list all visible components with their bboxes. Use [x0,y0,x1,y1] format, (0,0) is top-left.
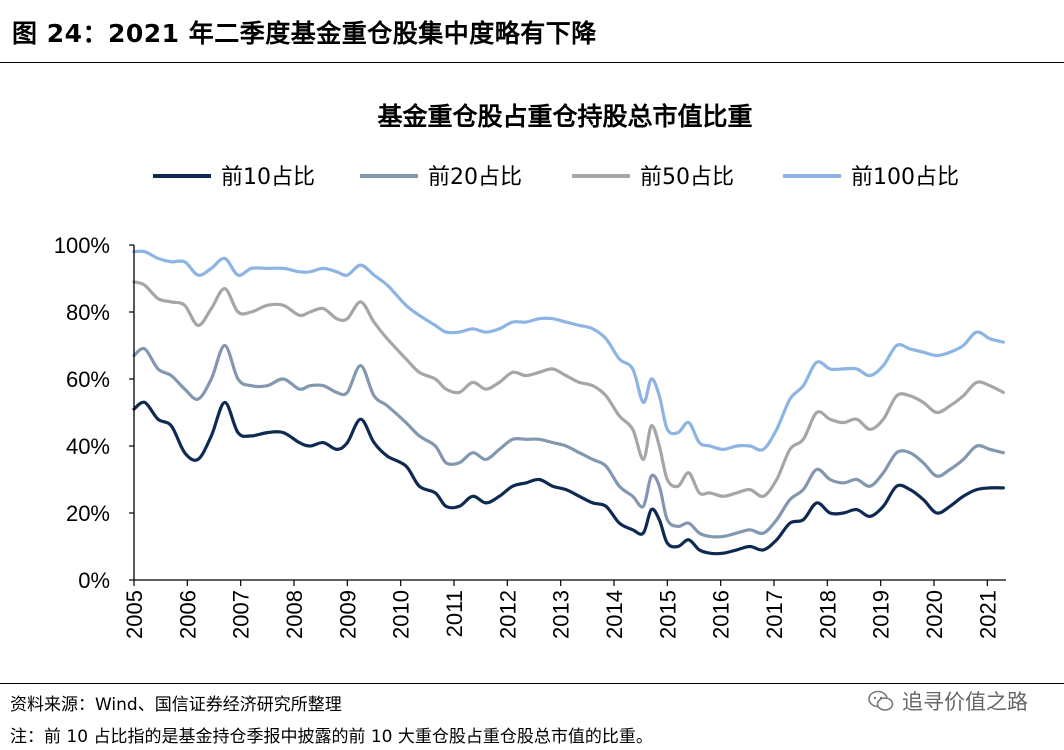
y-tick-label: 60% [66,367,110,392]
footer-rule [0,683,1064,684]
legend-label-2: 前20占比 [428,165,522,190]
chart-legend: 前10占比 前20占比 前50占比 前100占比 [153,165,959,190]
title-rule [0,62,1064,63]
series-line-4 [132,249,1005,452]
x-tick-label: 2009 [335,590,360,639]
legend-label-3: 前50占比 [640,165,734,190]
x-tick-label: 2016 [709,590,734,639]
x-tick-label: 2013 [549,590,574,639]
wechat-icon [868,690,894,711]
x-tick-label: 2015 [655,590,680,639]
x-tick-label: 2010 [389,590,414,639]
y-tick-label: 40% [66,434,110,459]
chart-axes: 0% 20% 40% 60% 80% 100% 2005 2006 2007 2008 2009 20… [54,233,1006,639]
series-line-2 [132,343,1005,539]
watermark: 追寻价值之路 [868,686,1028,716]
y-tick-label: 80% [66,300,110,325]
x-tick-label: 2017 [762,590,787,639]
x-tick-label: 2005 [122,590,147,639]
chart-title: 基金重仓股占重仓持股总市值比重 [377,102,752,131]
source-note: 资料来源：Wind、国信证券经济研究所整理 [10,695,342,715]
x-tick-label: 2011 [442,590,467,637]
footnote: 注：前 10 占比指的是基金持仓季报中披露的前 10 大重仓股占重仓股总市值的比… [10,727,653,747]
watermark-text: 追寻价值之路 [902,690,1028,714]
series-line-1 [132,400,1005,556]
x-tick-label: 2006 [175,590,200,639]
x-tick-label: 2019 [869,590,894,639]
figure-title: 图 24：2021 年二季度基金重仓股集中度略有下降 [12,19,597,48]
line-chart: 基金重仓股占重仓持股总市值比重 前10占比 前20占比 前50占比 前100占比 0%… [54,102,1006,639]
legend-label-4: 前100占比 [851,165,959,190]
x-tick-label: 2020 [922,590,947,639]
x-tick-label: 2012 [495,590,520,639]
x-tick-label: 2014 [602,590,627,639]
y-tick-label: 20% [66,501,110,526]
series-group [132,249,1005,556]
y-tick-label: 100% [54,233,110,258]
x-tick-label: 2021 [975,590,1000,639]
series-line-3 [132,280,1005,499]
x-tick-label: 2018 [815,590,840,639]
x-tick-label: 2008 [282,590,307,639]
y-tick-label: 0% [78,568,110,593]
x-tick-label: 2007 [229,590,254,639]
legend-label-1: 前10占比 [221,165,315,190]
